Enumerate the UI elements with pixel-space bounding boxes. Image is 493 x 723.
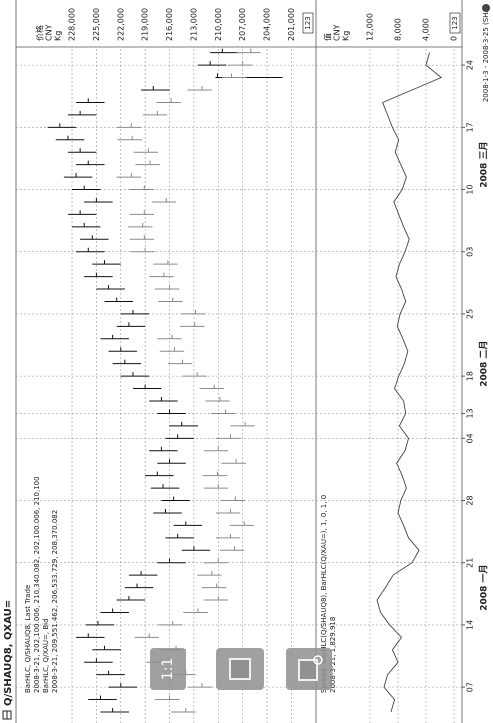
- axis-badge: [449, 12, 461, 34]
- x-tick-label: 07: [466, 682, 475, 692]
- x-tick-label: 28: [466, 495, 475, 505]
- y-tick-label: 210,000: [214, 8, 223, 41]
- legend-value: 2008-3-21, 209,551.462, 206,533.729, 208…: [51, 510, 59, 693]
- x-tick-label: 13: [466, 408, 475, 418]
- button-label[interactable]: 1:1: [160, 658, 176, 681]
- y2-tick-label: 8,000: [394, 18, 403, 41]
- chart-title: Q/SHAUQ8, QXAU=: [3, 600, 14, 706]
- y-tick-label: 228,000: [68, 8, 77, 41]
- zoom-1to1-button[interactable]: 1:1: [150, 648, 186, 690]
- legend-entry: BarHLC, Q/XAU=, Bid: [42, 618, 50, 693]
- month-label: 2008 三月: [479, 142, 490, 188]
- y-tick-label: 225,000: [92, 8, 101, 41]
- y-tick-label: 222,000: [116, 8, 125, 41]
- y-tick-label: 204,000: [263, 8, 272, 41]
- y2-tick-label: 0: [450, 36, 459, 41]
- fit-button[interactable]: [216, 648, 264, 690]
- month-label: 2008 一月: [479, 565, 490, 611]
- spread-line: [376, 52, 443, 713]
- axis-badge: [302, 12, 314, 34]
- legend-value: 2008-3-21, 202,100.006, 210,340.082, 202…: [33, 476, 41, 693]
- y2-axis-unit: 值: [323, 33, 333, 41]
- y2-axis-unit: Kg: [342, 31, 351, 41]
- legend-value: 2008-3-21, 1,829.918: [329, 617, 337, 693]
- x-tick-label: 18: [466, 371, 475, 381]
- y-axis-unit: 价格: [35, 25, 45, 41]
- y2-axis-unit: CNY: [333, 24, 342, 41]
- x-tick-label: 17: [466, 122, 475, 132]
- axis-badge-label: 123: [304, 16, 312, 29]
- y2-tick-label: 4,000: [422, 18, 431, 41]
- x-tick-label: 21: [466, 558, 475, 568]
- fit-icon[interactable]: [229, 658, 251, 680]
- y-tick-label: 213,000: [189, 8, 198, 41]
- x-tick-label: 10: [466, 184, 475, 194]
- x-tick-label: 04: [466, 433, 475, 443]
- axis-badge-label: 123: [451, 16, 459, 29]
- y-tick-label: 219,000: [141, 8, 150, 41]
- status-dot: [482, 4, 490, 12]
- y2-tick-label: 12,000: [366, 13, 375, 41]
- y-tick-label: 207,000: [238, 8, 247, 41]
- legend-entry: Spread: BarHLC(Q/SHAUQ8), BarHLC(Q/XAU=)…: [320, 495, 328, 693]
- x-tick-label: 14: [466, 620, 475, 630]
- x-tick-label: 03: [466, 247, 475, 257]
- month-label: 2008 二月: [479, 341, 490, 387]
- y-tick-label: 216,000: [165, 8, 174, 41]
- legend-entry: BarHLC, Q/SHAUQ8, Last Trade: [24, 585, 32, 693]
- date-range: 2008-1-3 - 2008-3-25 (SHA): [482, 5, 490, 102]
- x-tick-label: 25: [466, 309, 475, 319]
- snapshot-icon-dot[interactable]: [313, 655, 323, 665]
- x-tick-label: 24: [466, 60, 475, 70]
- y-axis-unit: CNY: [45, 24, 54, 41]
- snapshot-button[interactable]: [286, 648, 332, 690]
- snapshot-icon[interactable]: [298, 659, 318, 681]
- y-tick-label: 201,000: [287, 8, 296, 41]
- y-axis-unit: Kg: [54, 31, 63, 41]
- button-bg[interactable]: [150, 648, 186, 690]
